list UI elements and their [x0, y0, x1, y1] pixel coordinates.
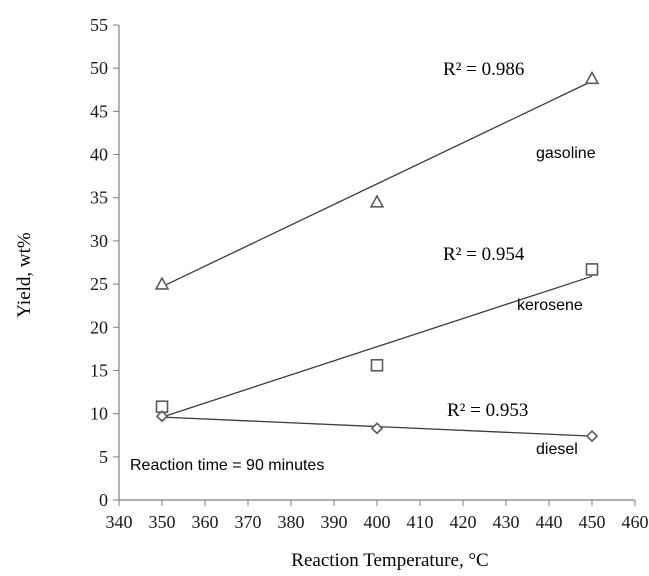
x-tick-label: 420	[450, 512, 477, 532]
y-tick-label: 15	[90, 360, 108, 380]
x-tick-label: 340	[106, 512, 133, 532]
diesel-point	[585, 429, 599, 443]
markers	[154, 70, 600, 443]
x-tick-label: 460	[622, 512, 649, 532]
y-tick-label: 35	[90, 188, 108, 208]
x-tick-label: 450	[579, 512, 606, 532]
y-axis-label: Yield, wt%	[14, 232, 35, 318]
kerosene-point	[370, 358, 384, 372]
trendlines	[161, 80, 593, 437]
y-tick-label: 20	[90, 317, 108, 337]
r2-label-gasoline: R² = 0.986	[443, 59, 524, 80]
r2-label-kerosene: R² = 0.954	[443, 244, 525, 265]
y-tick-label: 55	[90, 15, 108, 35]
x-tick-label: 410	[407, 512, 434, 532]
x-tick-label: 360	[192, 512, 219, 532]
y-tick-label: 25	[90, 274, 108, 294]
y-tick-label: 0	[99, 490, 108, 510]
series-label-diesel: diesel	[536, 441, 578, 458]
labels: Yield, wt% Reaction Temperature, °C R² =…	[14, 59, 596, 571]
x-axis-label: Reaction Temperature, °C	[291, 550, 488, 571]
x-tick-label: 350	[149, 512, 176, 532]
annotation-reaction-time: Reaction time = 90 minutes	[130, 457, 324, 474]
gasoline-point	[369, 194, 385, 208]
kerosene-point	[585, 263, 599, 276]
trendline-gasoline	[161, 80, 593, 288]
x-tick-label: 390	[321, 512, 348, 532]
y-tick-label: 10	[90, 404, 108, 424]
y-tick-label: 50	[90, 58, 108, 78]
series-label-gasoline: gasoline	[536, 145, 596, 162]
gasoline-point	[154, 276, 170, 290]
series-label-kerosene: kerosene	[517, 297, 583, 314]
ticks: 0 5 10 15 20 25 30 35 40 45 50 55 340 350 360 370 380 390…	[90, 15, 649, 532]
y-tick-label: 40	[90, 145, 108, 165]
y-tick-label: 5	[99, 447, 108, 467]
y-tick-label: 30	[90, 231, 108, 251]
trendline-kerosene	[161, 275, 593, 418]
gasoline-point	[584, 70, 600, 85]
x-tick-label: 430	[493, 512, 520, 532]
diesel-point	[155, 410, 169, 423]
x-tick-label: 370	[235, 512, 262, 532]
diesel-point	[370, 422, 384, 435]
x-tick-label: 380	[278, 512, 305, 532]
x-tick-label: 400	[364, 512, 391, 532]
y-tick-label: 45	[90, 101, 108, 121]
r2-label-diesel: R² = 0.953	[447, 400, 528, 421]
x-tick-label: 440	[536, 512, 563, 532]
